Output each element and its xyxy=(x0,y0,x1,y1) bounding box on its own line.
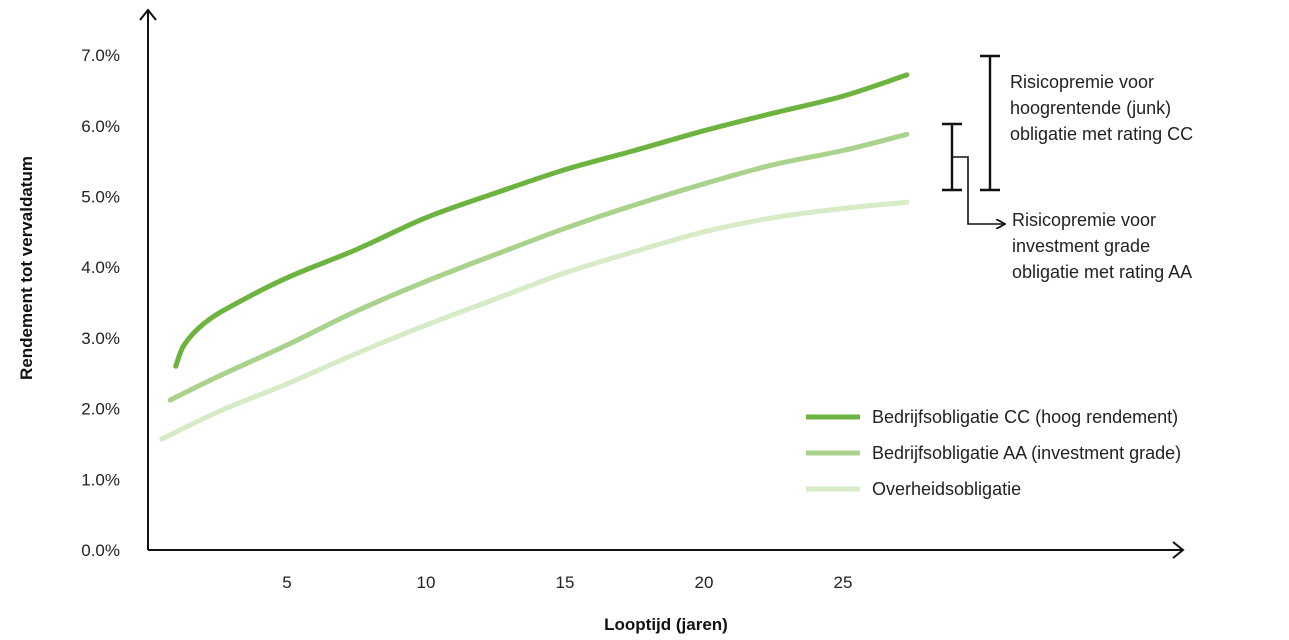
legend-item-cc: Bedrijfsobligatie CC (hoog rendement) xyxy=(806,407,1178,427)
series-line-cc xyxy=(173,72,910,369)
x-tick-label: 20 xyxy=(695,573,714,592)
x-axis-arrow xyxy=(1172,541,1185,559)
y-tick-label: 7.0% xyxy=(81,46,120,65)
cc-premium-label: Risicopremie voor hoogrentende (junk) ob… xyxy=(1010,72,1193,144)
legend-label-aa: Bedrijfsobligatie AA (investment grade) xyxy=(872,443,1181,463)
aa-premium-label: Risicopremie voor investment grade oblig… xyxy=(1012,210,1192,282)
y-tick-label: 0.0% xyxy=(81,541,120,560)
y-axis-title: Rendement tot vervaldatum xyxy=(17,156,36,380)
y-axis-ticks: 0.0% 1.0% 2.0% 3.0% 4.0% 5.0% 6.0% 7.0% xyxy=(81,46,120,560)
legend-label-cc: Bedrijfsobligatie CC (hoog rendement) xyxy=(872,407,1178,427)
legend-item-aa: Bedrijfsobligatie AA (investment grade) xyxy=(806,443,1181,463)
y-tick-label: 4.0% xyxy=(81,258,120,277)
x-tick-label: 5 xyxy=(282,573,291,592)
legend-label-government: Overheidsobligatie xyxy=(872,479,1021,499)
y-tick-label: 6.0% xyxy=(81,117,120,136)
series-lines xyxy=(159,72,910,442)
y-axis-arrow xyxy=(139,8,157,21)
risk-premium-annotations: Risicopremie voor hoogrentende (junk) ob… xyxy=(942,54,1193,282)
y-tick-label: 3.0% xyxy=(81,329,120,348)
x-tick-label: 15 xyxy=(556,573,575,592)
series-line-government xyxy=(159,199,910,442)
y-tick-label: 5.0% xyxy=(81,188,120,207)
y-tick-label: 2.0% xyxy=(81,400,120,419)
x-axis-title: Looptijd (jaren) xyxy=(604,615,728,634)
legend-item-government: Overheidsobligatie xyxy=(806,479,1021,499)
y-tick-label: 1.0% xyxy=(81,470,120,489)
series-line-aa xyxy=(167,131,910,403)
x-axis-ticks: 5 10 15 20 25 xyxy=(282,573,852,592)
x-tick-label: 25 xyxy=(834,573,853,592)
cc-premium-bracket xyxy=(980,54,1000,192)
legend: Bedrijfsobligatie CC (hoog rendement) Be… xyxy=(806,407,1181,499)
aa-premium-leader-line xyxy=(952,156,1005,224)
x-tick-label: 10 xyxy=(417,573,436,592)
